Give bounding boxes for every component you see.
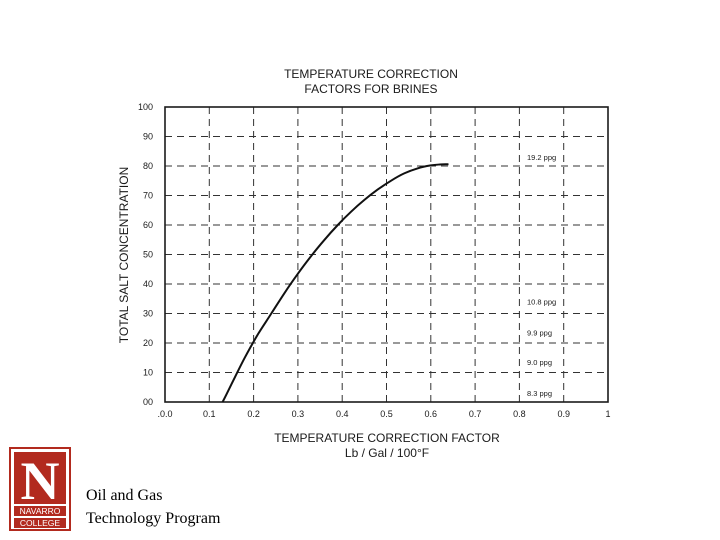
logo-line-2: COLLEGE [20,518,60,528]
logo-band-2 [14,518,66,528]
logo-band-1 [14,506,66,516]
x-tick-label: 0.9 [557,409,570,419]
y-tick-label: 20 [143,338,153,348]
x-axis-label-line-2: Lb / Gal / 100°F [345,446,429,460]
y-tick-label: 00 [143,397,153,407]
y-tick-label: 100 [138,102,153,112]
plot-frame [164,106,609,403]
y-tick-label: 40 [143,279,153,289]
grid [165,107,608,402]
x-tick-label: 0.8 [513,409,526,419]
curve-annotations: 19.2 ppg 10.8 ppg 9.9 ppg 9.0 ppg 8.3 ppg [527,153,556,398]
y-axis-label: TOTAL SALT CONCENTRATION [117,167,131,343]
navarro-college-logo: N NAVARRO COLLEGE [9,447,71,531]
chart-title-line-1: TEMPERATURE CORRECTION [284,67,458,81]
y-tick-label: 30 [143,309,153,319]
tick-labels: .0.0 0.1 0.2 0.3 0.4 0.5 0.6 0.7 0.8 0.9 100102030… [138,102,611,419]
x-tick-label: 0.4 [336,409,349,419]
program-name-line-2: Technology Program [86,510,221,527]
x-tick-label: 0.6 [425,409,438,419]
y-tick-label: 90 [143,132,153,142]
brine-correction-chart: TEMPERATURE CORRECTION FACTORS FOR BRINE… [117,67,611,445]
x-axis-label-line-2-wrap: Lb / Gal / 100°F [345,446,429,460]
ppg-annotation: 10.8 ppg [527,298,556,307]
logo-n-field [14,452,66,504]
y-tick-label: 60 [143,220,153,230]
x-tick-label: 1 [605,409,610,419]
y-tick-label: 10 [143,368,153,378]
x-tick-label: 0.1 [203,409,216,419]
x-axis-label-line-1: TEMPERATURE CORRECTION FACTOR [274,431,500,445]
logo-letter: N [21,451,60,511]
correction-curve-line [221,163,449,403]
x-tick-label: 0.3 [292,409,305,419]
program-name: Oil and Gas Technology Program [86,484,220,530]
logo-line-1: NAVARRO [20,506,61,516]
program-name-line-1: Oil and Gas [86,487,163,504]
y-tick-label: 70 [143,191,153,201]
ppg-annotation: 8.3 ppg [527,389,552,398]
y-tick-label: 80 [143,161,153,171]
x-tick-label: .0.0 [157,409,172,419]
ppg-annotation: 19.2 ppg [527,153,556,162]
ppg-annotation: 9.0 ppg [527,358,552,367]
chart-title-line-2: FACTORS FOR BRINES [304,82,437,96]
x-tick-label: 0.7 [469,409,482,419]
x-tick-label: 0.2 [247,409,260,419]
x-tick-label: 0.5 [380,409,393,419]
y-tick-label: 50 [143,250,153,260]
ppg-annotation: 9.9 ppg [527,329,552,338]
